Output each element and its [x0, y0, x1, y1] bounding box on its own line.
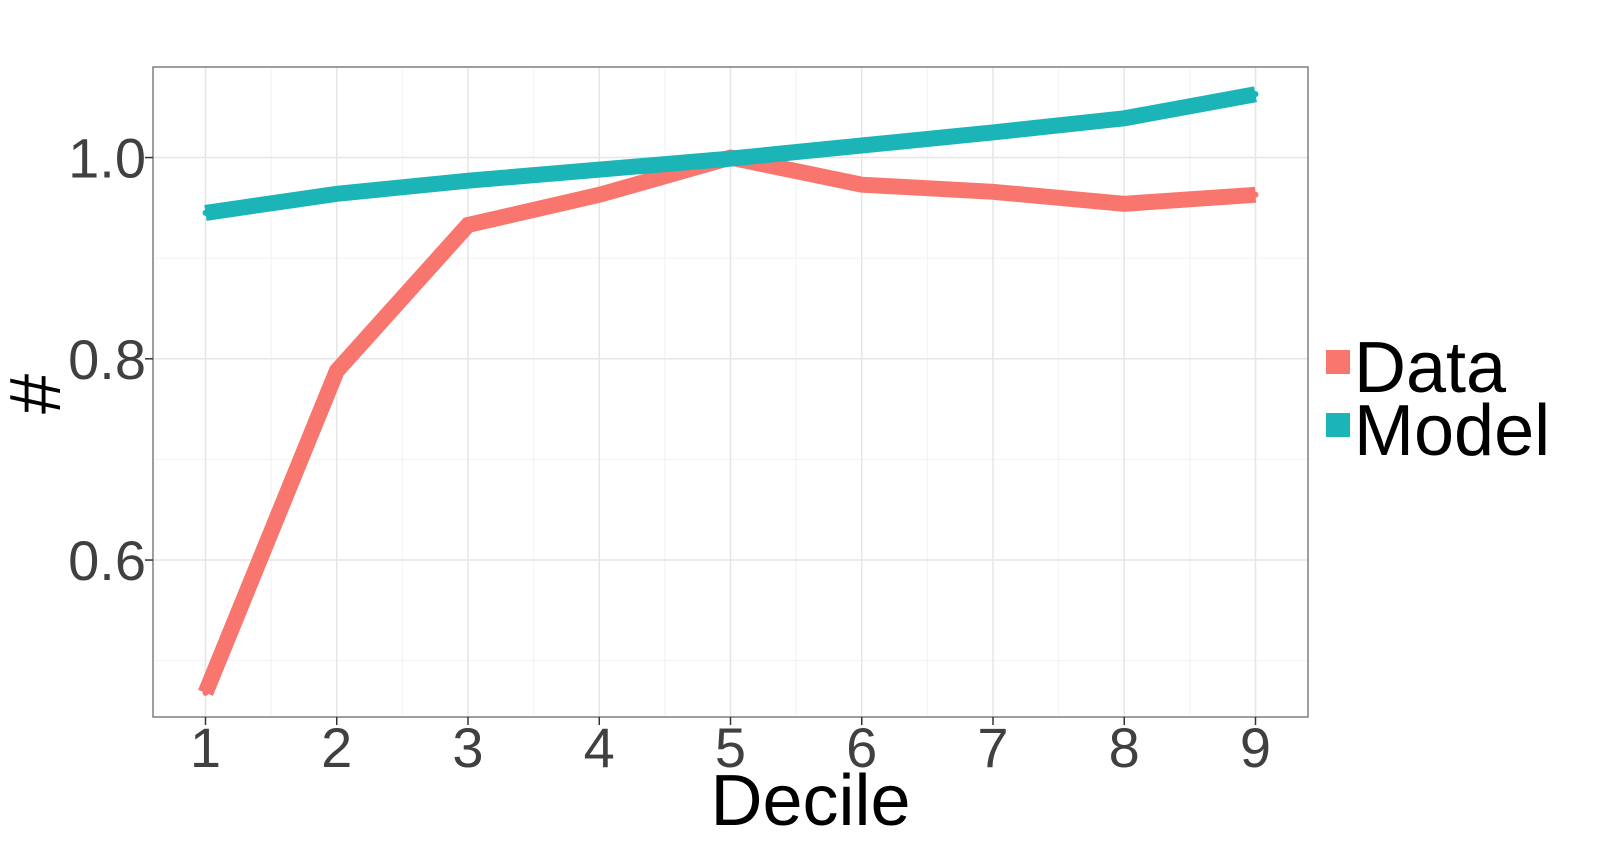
- x-tick-label: 2: [321, 716, 352, 779]
- data-point-data: [1252, 191, 1259, 198]
- x-tick-label: 6: [846, 716, 877, 779]
- legend-label-model: Model: [1354, 391, 1550, 471]
- x-axis-title: Decile: [710, 761, 910, 841]
- y-tick-label: 0.6: [68, 529, 146, 592]
- y-tick-label: 0.8: [68, 328, 146, 391]
- x-tick-label: 3: [452, 716, 483, 779]
- data-point-model: [858, 142, 865, 149]
- data-point-data: [990, 188, 996, 195]
- data-point-model: [596, 166, 603, 173]
- data-point-model: [727, 155, 734, 162]
- data-point-data: [1121, 200, 1128, 207]
- y-tick-label: 1.0: [68, 127, 146, 190]
- data-point-model: [465, 177, 471, 184]
- data-point-model: [990, 129, 996, 136]
- series-lines: [198, 86, 1259, 696]
- data-point-data: [465, 221, 471, 228]
- major-gridlines: [153, 67, 1308, 717]
- x-tick-label: 9: [1240, 716, 1271, 779]
- data-point-model: [333, 190, 340, 197]
- data-point-model: [202, 209, 209, 216]
- data-point-data: [333, 367, 340, 374]
- y-axis-ticks: 0.6 0.8 1.0: [68, 127, 153, 592]
- legend-key-data: [1326, 350, 1350, 374]
- legend-label-data: Data: [1354, 328, 1507, 408]
- x-tick-label: 4: [584, 716, 615, 779]
- x-tick-label: 5: [715, 716, 746, 779]
- data-point-data: [202, 689, 209, 696]
- data-point-model: [1252, 91, 1259, 98]
- x-axis-ticks: 1 2 3 4 5 6 7 8 9: [190, 716, 1271, 779]
- data-point-data: [596, 191, 603, 198]
- legend-key-model: [1326, 413, 1350, 437]
- data-point-data: [858, 181, 865, 188]
- x-tick-label: 8: [1109, 716, 1140, 779]
- x-tick-label: 1: [190, 716, 221, 779]
- y-axis-title: #: [0, 374, 76, 414]
- x-tick-label: 7: [977, 716, 1008, 779]
- data-point-model: [1121, 115, 1128, 122]
